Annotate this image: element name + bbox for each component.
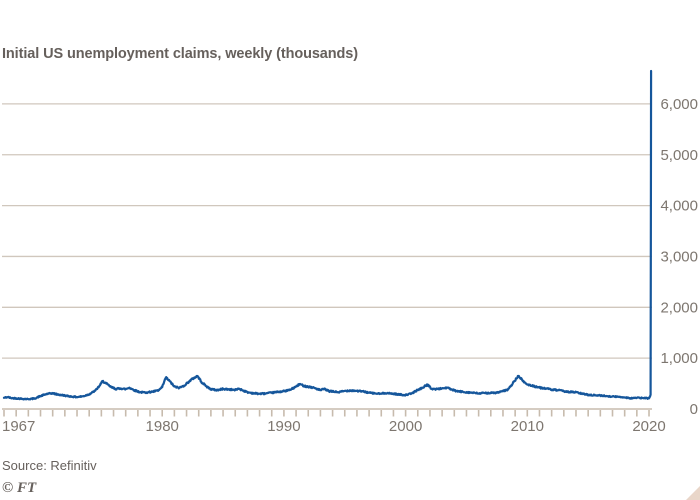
- y-tick-label: 3,000: [660, 248, 698, 265]
- x-axis-labels-group: 1967 1980 1990 2000 2010 2020: [2, 418, 666, 435]
- y-tick-label: 6,000: [660, 96, 698, 113]
- claims-line-series: [2, 69, 653, 401]
- corner-triangle-icon: [686, 486, 700, 500]
- chart-title: Initial US unemployment claims, weekly (…: [2, 46, 358, 62]
- y-tick-label: 4,000: [660, 198, 698, 215]
- y-tick-label: 5,000: [660, 147, 698, 164]
- x-axis-group: [2, 408, 652, 417]
- ft-logo: © FT: [2, 480, 37, 496]
- source-label: Source: Refinitiv: [2, 458, 97, 473]
- x-tick-label: 1980: [146, 418, 179, 435]
- x-tick-label: 1990: [267, 418, 300, 435]
- y-tick-label: 0: [690, 401, 698, 418]
- y-axis-labels-group: 0 1,000 2,000 3,000 4,000 5,000 6,000: [660, 96, 698, 418]
- x-tick-label: 1967: [2, 418, 35, 435]
- x-tick-label: 2020: [632, 418, 665, 435]
- y-tick-label: 1,000: [660, 350, 698, 367]
- series-group: [2, 69, 653, 401]
- x-tick-label: 2010: [511, 418, 544, 435]
- y-tick-label: 2,000: [660, 299, 698, 316]
- gridlines-group: [2, 103, 652, 359]
- x-tick-label: 2000: [389, 418, 422, 435]
